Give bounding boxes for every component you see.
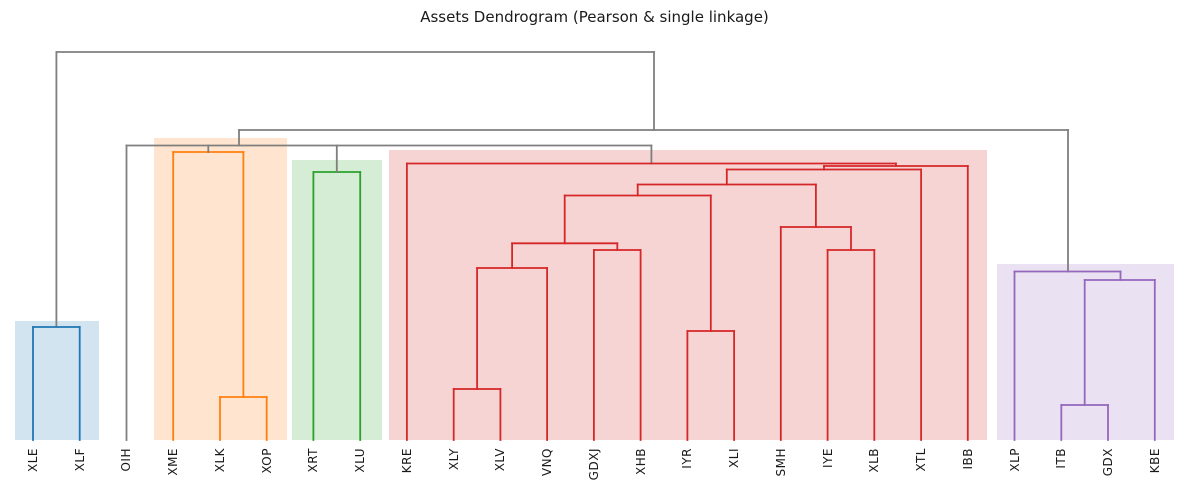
leaf-label-kre: KRE: [400, 448, 414, 477]
leaf-label-xtl: XTL: [914, 448, 928, 476]
cluster-box-orange: [154, 138, 287, 440]
leaf-label-ibb: IBB: [961, 448, 975, 474]
leaf-label-text: OIH: [119, 448, 134, 472]
leaf-label-xlp: XLP: [1008, 448, 1022, 476]
leaf-label-text: ITB: [1054, 448, 1069, 469]
leaf-label-text: GDX: [1101, 448, 1116, 477]
leaf-label-text: XLB: [867, 448, 882, 473]
leaf-label-text: XLU: [353, 448, 368, 473]
leaf-label-xlu: XLU: [353, 448, 367, 477]
leaf-label-smh: SMH: [774, 448, 788, 481]
leaf-label-text: KRE: [399, 448, 414, 474]
leaf-label-text: XHB: [633, 448, 648, 475]
leaf-label-text: XLV: [493, 448, 508, 472]
leaf-label-text: IYE: [820, 448, 835, 468]
leaf-label-xhb: XHB: [634, 448, 648, 479]
leaf-label-text: XME: [166, 448, 181, 476]
leaf-label-kbe: KBE: [1148, 448, 1162, 477]
leaf-label-itb: ITB: [1054, 448, 1068, 473]
leaf-label-text: XLP: [1007, 448, 1022, 472]
leaf-label-xme: XME: [166, 448, 180, 480]
leaf-label-text: GDXJ: [586, 448, 601, 481]
leaf-label-xly: XLY: [447, 448, 461, 474]
leaf-label-text: XLF: [72, 448, 87, 472]
leaf-label-text: XOP: [259, 448, 274, 474]
leaf-label-text: XLK: [212, 448, 227, 473]
chart-title: Assets Dendrogram (Pearson & single link…: [420, 8, 769, 26]
cluster-box-blue: [15, 321, 99, 440]
dendrogram-canvas: [15, 51, 1174, 441]
leaf-label-xlv: XLV: [493, 448, 507, 475]
leaf-label-iyr: IYR: [680, 448, 694, 473]
leaf-label-iye: IYE: [821, 448, 835, 472]
leaf-label-xli: XLI: [727, 448, 741, 472]
leaf-label-text: SMH: [773, 448, 788, 477]
leaf-label-text: VNQ: [540, 448, 555, 477]
leaf-label-xrt: XRT: [306, 448, 320, 477]
leaf-label-gdx: GDX: [1101, 448, 1115, 480]
leaf-label-oih: OIH: [119, 448, 133, 476]
leaf-label-text: IYR: [680, 448, 695, 469]
leaf-label-text: XTL: [914, 448, 929, 472]
leaf-label-text: KBE: [1147, 448, 1162, 474]
leaf-label-xop: XOP: [260, 448, 274, 478]
cluster-box-green: [292, 160, 382, 440]
leaf-label-text: XRT: [306, 448, 321, 473]
leaf-label-xlf: XLF: [73, 448, 87, 475]
leaf-label-text: IBB: [960, 448, 975, 470]
leaf-label-text: XLY: [446, 448, 461, 471]
leaf-label-xlk: XLK: [213, 448, 227, 476]
leaf-label-xlb: XLB: [867, 448, 881, 477]
leaf-label-gdxj: GDXJ: [587, 448, 601, 484]
leaf-label-text: XLE: [26, 448, 40, 472]
leaf-label-vnq: VNQ: [540, 448, 554, 480]
leaf-label-text: XLI: [727, 448, 742, 468]
leaf-label-xle: XLE: [26, 448, 40, 476]
